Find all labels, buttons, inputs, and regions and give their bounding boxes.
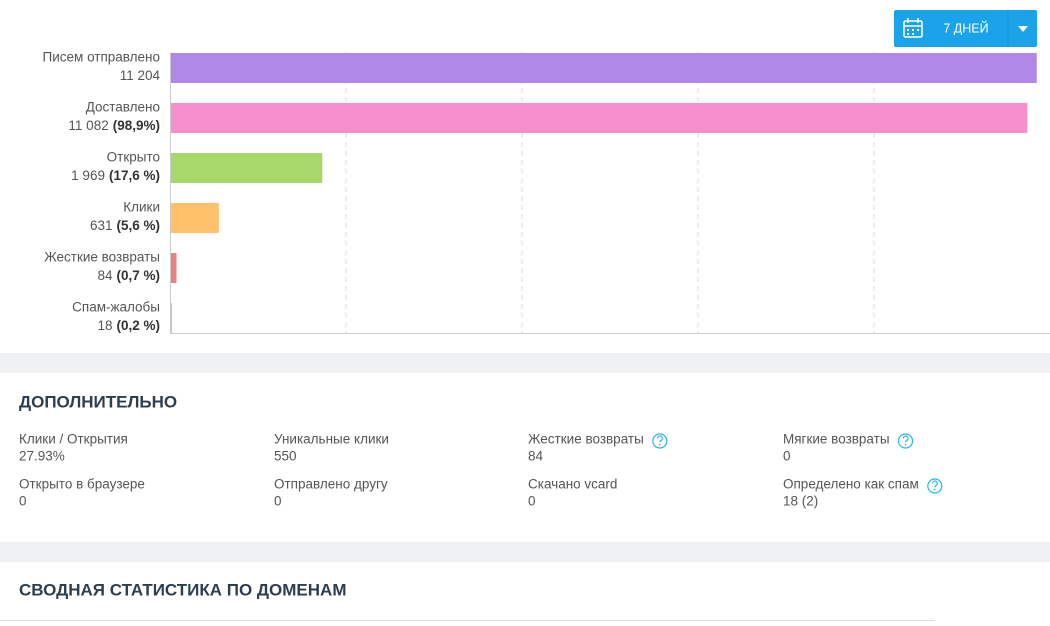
help-glyph — [656, 435, 663, 443]
stat-value: 0 — [528, 494, 536, 509]
percent-label: (0,7 %) — [116, 268, 160, 283]
stat-label: Определено как спам — [783, 477, 919, 492]
stat-label: Скачано vcard — [528, 477, 617, 492]
bar — [170, 103, 1028, 133]
stat-label: Клики / Открытия — [19, 432, 128, 447]
value-label: 631 — [90, 218, 113, 233]
calendar-icon — [903, 18, 923, 38]
help-glyph — [902, 435, 909, 443]
help-icon[interactable] — [927, 478, 943, 494]
stat-value: 84 — [528, 449, 544, 464]
button-label[interactable]: 7 ДНЕЙ — [943, 20, 988, 35]
percent-label: (17,6 %) — [109, 168, 160, 183]
section-title: ДОПОЛНИТЕЛЬНО — [19, 392, 177, 411]
stats-grid: Клики / Открытия 27.93% Уникальные клики 55… — [19, 432, 943, 509]
section-separator — [0, 353, 1050, 373]
help-circle — [652, 433, 668, 449]
section-title: СВОДНАЯ СТАТИСТИКА ПО ДОМЕНАМ — [19, 580, 346, 599]
percent-label: (5,6 %) — [116, 218, 160, 233]
stat-value: 0 — [783, 449, 791, 464]
bar — [170, 153, 323, 183]
value-label: 18 — [97, 318, 112, 333]
stat-label: Отправлено другу — [274, 477, 388, 492]
stat-value: 27.93% — [19, 449, 65, 464]
help-dot — [904, 443, 907, 446]
category-label: Открыто — [107, 150, 160, 165]
bar — [170, 203, 219, 233]
category-label: Писем отправлено — [43, 50, 160, 65]
section-separator — [0, 542, 1050, 562]
value-label: 1 969 — [71, 168, 105, 183]
help-dot — [658, 443, 661, 446]
stat-value: 550 — [274, 449, 297, 464]
bar-chart: Писем отправлено 11 204 Доставлено 11 082 (9… — [43, 50, 1050, 334]
value-label-line: 1 969 (17,6 %) — [71, 168, 160, 183]
category-label: Жесткие возвраты — [44, 250, 160, 265]
category-label: Клики — [123, 200, 160, 215]
value-label-line: 84 (0,7 %) — [97, 268, 160, 283]
stat-label: Уникальные клики — [274, 432, 389, 447]
percent-label: (98,9%) — [113, 118, 160, 133]
stat-value: 0 — [274, 494, 282, 509]
bar — [170, 253, 177, 283]
value-label-line: 18 (0,2 %) — [97, 318, 160, 333]
value-label: 11 082 — [68, 118, 108, 133]
stat-value: 18 (2) — [783, 494, 818, 509]
value-label: 84 — [97, 268, 113, 283]
dropdown-caret[interactable] — [1018, 26, 1028, 32]
help-dot — [933, 488, 936, 491]
bar — [170, 53, 1037, 83]
percent-label: (0,2 %) — [116, 318, 160, 333]
help-icon[interactable] — [652, 433, 668, 449]
calendar-dots — [907, 29, 919, 35]
value-label-line: 11 082 (98,9%) — [68, 118, 160, 133]
help-circle — [927, 478, 943, 494]
stat-label: Жесткие возвраты — [528, 432, 644, 447]
stat-value: 0 — [19, 494, 27, 509]
help-circle — [897, 433, 914, 449]
period-button[interactable]: 7 ДНЕЙ — [894, 10, 1037, 47]
help-glyph — [931, 480, 938, 488]
help-icon[interactable] — [897, 433, 914, 449]
button-background[interactable] — [894, 10, 1037, 47]
category-label: Доставлено — [86, 100, 160, 115]
value-label-line: 631 (5,6 %) — [90, 218, 160, 233]
stat-label: Открыто в браузере — [19, 477, 145, 492]
category-label: Спам-жалобы — [72, 300, 160, 315]
value-label-line: 11 204 — [120, 68, 161, 83]
stat-label: Мягкие возвраты — [783, 432, 890, 447]
value-label: 11 204 — [120, 68, 161, 83]
